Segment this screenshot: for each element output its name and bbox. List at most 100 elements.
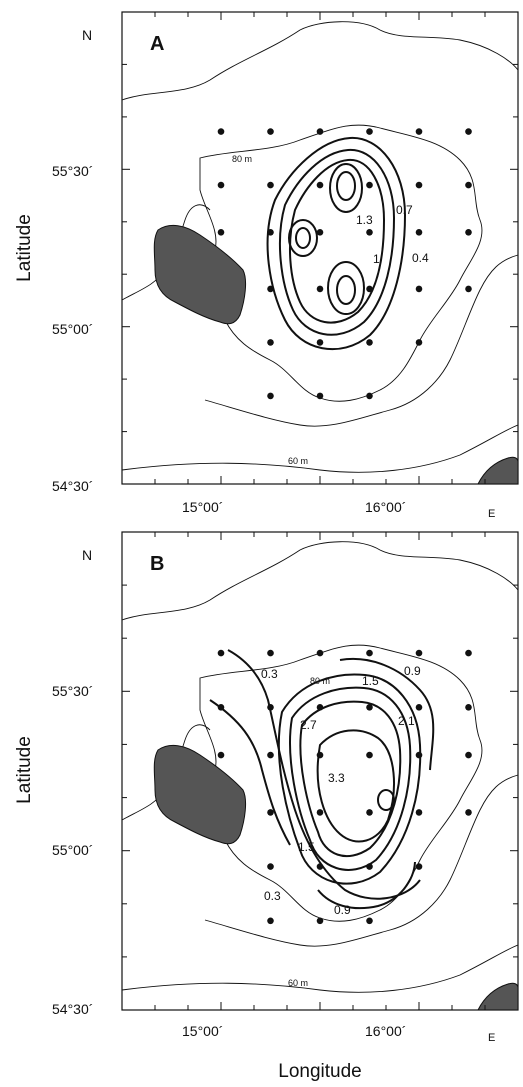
contour-b-peak (377, 789, 395, 811)
station-point (415, 339, 423, 346)
island-b-corner (477, 982, 519, 1011)
station-point (267, 863, 274, 870)
station-point (267, 128, 274, 135)
station-point (366, 917, 373, 925)
contour-label-a-4: 0.4 (412, 251, 429, 265)
contour-label-b-1: 0.3 (261, 667, 278, 681)
station-point (267, 917, 274, 925)
contour-label-b-5: 2.1 (398, 714, 415, 728)
station-point (316, 392, 324, 400)
station-point (316, 229, 324, 236)
ytick-a-2: 55°00´ (52, 321, 93, 337)
contour-label-a-2: 0.7 (396, 203, 413, 217)
coastline-b-north (121, 541, 519, 621)
island-b (153, 744, 247, 845)
island-a-corner (477, 456, 519, 485)
station-point (316, 704, 324, 711)
station-point (217, 704, 225, 711)
station-point (316, 128, 324, 135)
station-point (217, 649, 225, 657)
station-point (267, 181, 274, 189)
station-point (465, 704, 472, 711)
coastline-b-south (121, 944, 519, 993)
station-point (465, 285, 472, 293)
station-point (366, 339, 373, 346)
station-point (267, 285, 274, 293)
station-point (316, 751, 324, 759)
station-point (217, 181, 225, 189)
ylabel-a: Latitude (14, 214, 35, 282)
station-point (316, 339, 324, 346)
station-point (316, 809, 324, 816)
station-point (267, 339, 274, 346)
xtick-b-2: 16°00´ (365, 1023, 406, 1039)
station-point (415, 649, 423, 657)
station-point (366, 751, 373, 759)
ytick-b-3: 54°30´ (52, 1001, 93, 1017)
contour-a-peak-west-outer (288, 219, 318, 257)
contour-b-outer-south (317, 861, 416, 910)
station-point (415, 863, 423, 870)
contour-b-0-9 (339, 658, 435, 771)
east-label-a: E (488, 508, 495, 520)
ylabel-b: Latitude (14, 736, 35, 804)
station-point (366, 809, 373, 816)
coastline-a-south (121, 424, 519, 473)
xtick-a-1: 15°00´ (182, 499, 223, 515)
station-point (366, 128, 373, 135)
contour-a-peak-south-inner (336, 275, 356, 305)
panel-a-letter: A (150, 33, 164, 55)
panel-a: A N E 55°30´ 55°00´ 54°30´ 15°00´ 16°00´… (14, 11, 519, 520)
station-point (316, 285, 324, 293)
contour-a-peak-north-inner (336, 171, 356, 201)
station-point (366, 863, 373, 870)
station-point (217, 751, 225, 759)
north-label-a: N (82, 27, 92, 43)
station-point (465, 128, 472, 135)
ticks-b (121, 531, 519, 1011)
contour-a-peak-south-outer (327, 261, 365, 315)
stations-b (217, 649, 472, 925)
contour-label-b-8: 0.3 (264, 889, 281, 903)
station-point (465, 649, 472, 657)
station-point (465, 229, 472, 236)
depth-contour-60m-b (204, 774, 519, 947)
station-point (217, 229, 225, 236)
contour-a-peak-west-inner (295, 227, 311, 249)
ytick-b-1: 55°30´ (52, 683, 93, 699)
station-point (366, 181, 373, 189)
contour-label-b-4: 2.7 (300, 718, 317, 732)
contour-b-1-5 (277, 673, 422, 885)
station-point (415, 128, 423, 135)
contour-b-0-3-west (227, 649, 421, 900)
contour-b-2-1 (289, 686, 412, 871)
station-point (415, 809, 423, 816)
station-point (316, 863, 324, 870)
station-point (316, 917, 324, 925)
panel-b: B N E 55°30´ 55°00´ 54°30´ 15°00´ 16°00´… (14, 531, 519, 1082)
station-point (267, 809, 274, 816)
contour-label-b-2: 0.9 (404, 664, 421, 678)
station-point (267, 229, 274, 236)
contour-b-2-7 (299, 700, 402, 858)
contour-label-b-3: 1.5 (362, 674, 379, 688)
station-point (267, 751, 274, 759)
depth-contour-60m-a (204, 254, 519, 427)
island-a (153, 224, 247, 325)
station-point (465, 751, 472, 759)
contour-label-b-7: 1.5 (298, 840, 315, 854)
station-point (267, 704, 274, 711)
station-point (415, 704, 423, 711)
depth-label-a-80: 80 m (232, 154, 252, 164)
contour-b-3-3 (316, 729, 395, 843)
station-point (465, 809, 472, 816)
xtick-a-2: 16°00´ (365, 499, 406, 515)
depth-label-a-60: 60 m (288, 456, 308, 466)
station-point (316, 649, 324, 657)
contour-a-peak-north-outer (329, 163, 363, 213)
north-label-b: N (82, 547, 92, 563)
ytick-a-3: 54°30´ (52, 478, 93, 494)
station-point (415, 181, 423, 189)
contour-label-b-9: 0.9 (334, 903, 351, 917)
